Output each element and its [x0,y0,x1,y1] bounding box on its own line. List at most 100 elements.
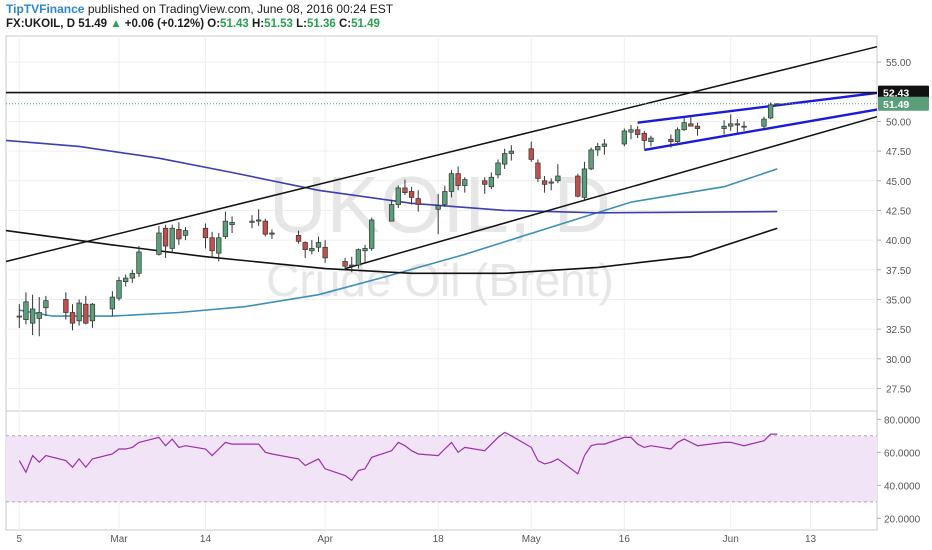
candle [448,170,455,198]
candle-body [581,168,588,198]
candle [575,173,581,198]
candle [541,176,548,193]
time-tick-label: 13 [805,534,817,545]
candle [455,166,461,191]
candle-body [694,125,701,129]
candle-body [442,191,448,205]
candle-body [269,232,275,235]
candle [262,218,268,237]
candle [295,230,302,244]
candle-body [355,249,362,266]
candle-body [621,130,627,145]
candle [109,291,116,317]
candle-body [628,129,634,133]
price-tag: 52.43 [878,85,929,100]
price-tag-label: 52.43 [883,88,909,100]
high-value: 51.53 [264,18,293,30]
candle [774,103,780,106]
wedge-trendline [644,108,878,152]
moving-average-line [5,139,778,214]
candle [63,292,69,320]
candle [634,126,641,139]
candle [402,179,408,196]
candle-body [349,264,355,267]
candle [83,295,89,325]
candle [29,294,36,336]
up-arrow-icon: ▲ [110,18,122,30]
candle-body [555,175,561,182]
symbol-label: FX:UKOIL, D [6,18,75,30]
candle-body [249,220,255,223]
time-tick-label: Jun [723,534,739,545]
candle-body [129,272,135,279]
price-tag: 51.49 [878,96,929,111]
publisher-link[interactable]: TipTVFinance [6,2,85,16]
candle-body [116,280,122,299]
candle-body [448,173,455,192]
publish-line: TipTVFinance published on TradingView.co… [6,2,393,16]
time-tick-label: 18 [433,534,445,545]
candle-body [734,123,741,126]
candle [89,303,96,328]
time-tick-label: 16 [619,534,631,545]
candle [648,135,654,147]
candle-body [29,308,36,324]
candle [269,229,275,239]
candle-body [528,148,534,160]
candle [395,185,401,209]
time-tick-label: May [522,534,541,545]
candle [43,295,49,317]
candle [435,193,441,235]
candle [734,119,741,134]
candle [136,246,142,277]
candle [309,240,315,255]
candle-body [595,146,601,151]
candle [156,225,162,256]
candle [355,248,362,269]
candle-body [109,296,116,310]
candle-body [601,143,608,147]
candle-body [634,129,641,135]
candle [362,244,368,263]
candle [209,231,215,258]
candle [681,117,687,131]
candle [528,141,534,162]
candle-body [23,301,29,320]
candle [767,102,774,120]
candle [342,257,348,270]
candle-body [76,302,82,322]
candle [741,121,747,131]
candle [502,148,508,169]
candle-body [295,235,302,242]
candle-body [395,187,401,205]
candle-body [402,187,408,193]
rsi-tick-label: 80.0000 [884,415,921,426]
candle-body [488,176,495,188]
rsi-tick-label: 40.0000 [884,481,921,492]
wedge-trendline [637,91,878,124]
candle [535,159,541,182]
candle-body [369,219,375,249]
candle-body [315,242,322,248]
candle-body [156,232,162,255]
candle [315,236,322,252]
candle-body [342,261,348,267]
candle [69,304,76,331]
candle-body [548,181,554,184]
candle-body [63,299,69,313]
open-label: O: [207,18,221,30]
publish-info: published on TradingView.com, June 08, 2… [87,2,394,16]
candle [322,240,328,263]
watermark-symbol: UKOIL, D [269,160,611,249]
candle-body [388,204,395,222]
candle-body [435,205,441,210]
price-tag-box [878,85,929,100]
candle [116,276,122,301]
candle [76,299,82,326]
candle-body [182,230,189,236]
candle [408,186,415,205]
candle-body [721,125,727,129]
candle-body [482,180,488,185]
time-tick-label: Mar [110,534,128,545]
